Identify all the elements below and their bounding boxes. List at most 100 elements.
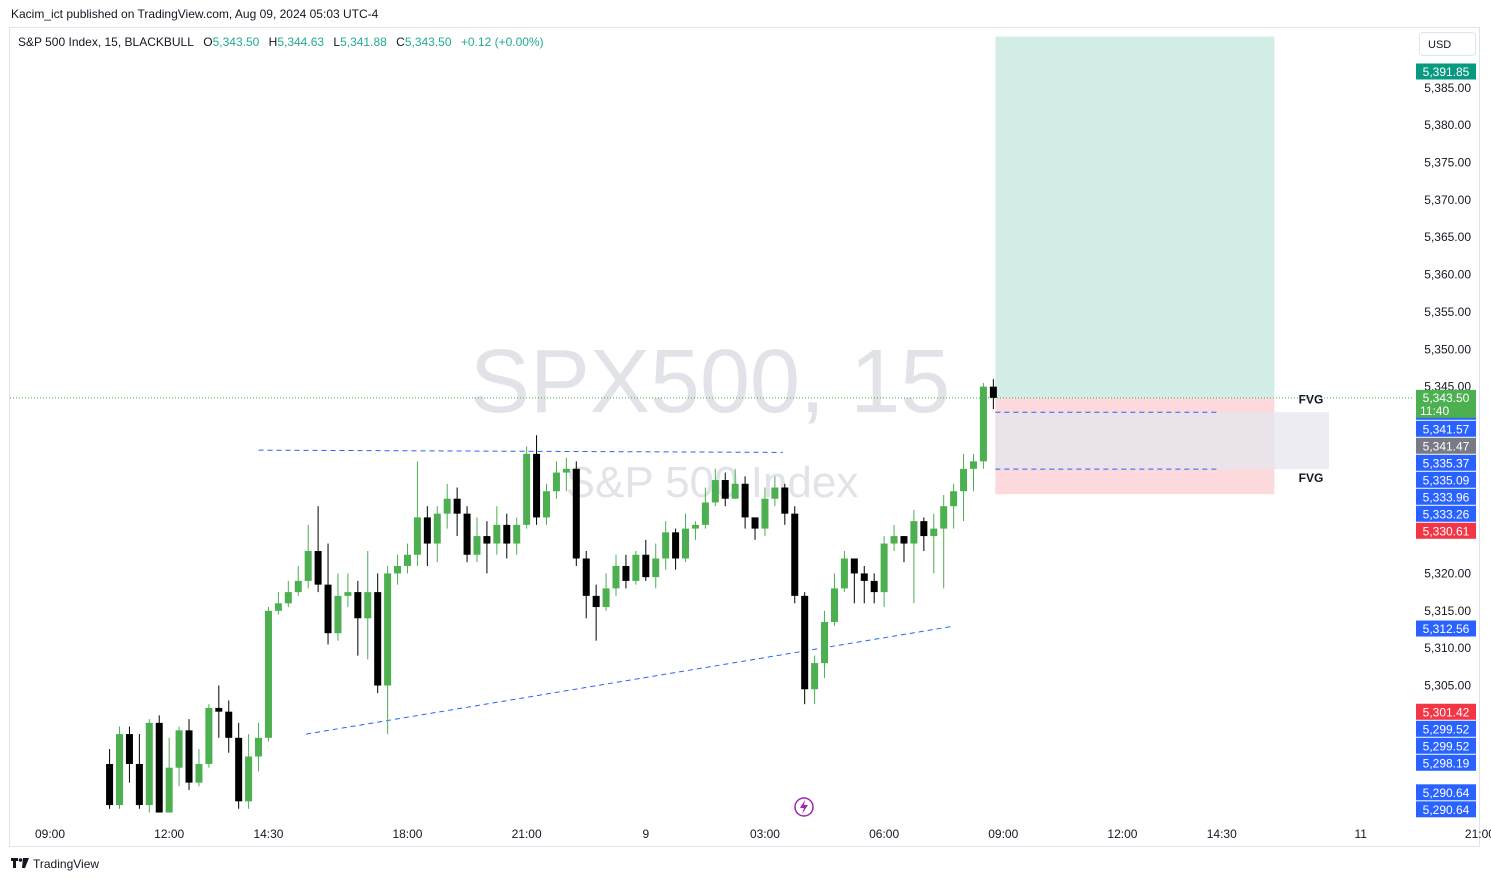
lightning-icon[interactable] — [794, 797, 814, 817]
price-label-bg-14 — [1416, 784, 1476, 801]
candle-body-73 — [830, 588, 838, 622]
candle-body-47 — [572, 468, 580, 559]
candle-body-21 — [314, 551, 322, 585]
candle-body-78 — [880, 543, 888, 593]
y-tick-8: 5,350.00 — [1424, 342, 1471, 356]
candle-body-83 — [930, 528, 938, 537]
candle-body-0 — [106, 763, 114, 806]
footer-brand[interactable]: TradingView — [11, 857, 99, 871]
candle-body-7 — [175, 730, 183, 768]
price-label-bg-7 — [1416, 505, 1476, 522]
currency-button[interactable]: USD — [1419, 32, 1476, 56]
price-label-bg-15 — [1416, 801, 1476, 818]
candle-body-14 — [245, 756, 253, 802]
price-label-3: 5,341.47 — [1423, 439, 1470, 453]
candle-body-16 — [264, 610, 272, 738]
price-label-bg-12 — [1416, 737, 1476, 754]
last-price-label-bg — [1416, 389, 1476, 418]
candle-body-66 — [761, 498, 769, 529]
fvg-zone — [995, 412, 1329, 470]
candle-body-34 — [443, 498, 451, 514]
candle-body-35 — [453, 498, 461, 514]
price-label-12: 5,299.52 — [1423, 739, 1470, 753]
price-label-bg-8 — [1416, 522, 1476, 539]
candle-body-28 — [384, 573, 392, 686]
x-tick-5: 9 — [642, 827, 649, 841]
x-tick-2: 14:30 — [253, 827, 283, 841]
legend-change: +0.12 (+0.00%) — [460, 35, 544, 49]
candle-body-76 — [860, 573, 868, 581]
y-tick-4: 5,370.00 — [1424, 193, 1471, 207]
candle-body-42 — [523, 453, 531, 525]
price-label-13: 5,298.19 — [1423, 756, 1470, 770]
candle-body-64 — [741, 483, 749, 518]
candle-body-40 — [503, 524, 511, 544]
legend-o-label: O — [203, 35, 213, 49]
price-label-6: 5,333.96 — [1423, 490, 1470, 504]
price-label-bg-11 — [1416, 720, 1476, 737]
candle-body-10 — [205, 707, 213, 764]
candle-body-25 — [354, 592, 362, 619]
price-label-10: 5,301.42 — [1423, 705, 1470, 719]
candle-body-9 — [195, 763, 203, 783]
candle-body-44 — [543, 491, 550, 518]
candle-body-57 — [672, 532, 680, 559]
legend-h-value: 5,344.63 — [277, 35, 325, 49]
candle-body-86 — [960, 468, 968, 492]
candle-body-71 — [811, 663, 819, 690]
candle-body-53 — [632, 554, 640, 581]
candle-body-12 — [225, 711, 233, 738]
countdown-label: 11:40 — [1420, 404, 1449, 418]
x-tick-12: 21:00 — [1465, 827, 1491, 841]
y-tick-13: 5,305.00 — [1424, 679, 1471, 693]
candle-body-55 — [652, 558, 660, 578]
candle-body-18 — [284, 592, 292, 604]
candle-body-5 — [155, 722, 163, 813]
legend-o-value: 5,343.50 — [212, 35, 260, 49]
x-tick-4: 21:00 — [512, 827, 542, 841]
candle-body-75 — [850, 558, 858, 574]
price-label-5: 5,335.09 — [1423, 473, 1470, 487]
trendline-0 — [258, 449, 783, 453]
candle-body-82 — [920, 521, 928, 537]
legend-symbol: S&P 500 Index, 15, BLACKBULL — [18, 35, 194, 49]
fvg-label-1: FVG — [1299, 471, 1324, 485]
x-tick-9: 12:00 — [1107, 827, 1137, 841]
price-label-bg-6 — [1416, 488, 1476, 505]
candle-body-63 — [731, 483, 739, 499]
candle-body-13 — [235, 737, 243, 802]
price-label-4: 5,335.37 — [1423, 456, 1470, 470]
y-tick-11: 5,315.00 — [1424, 604, 1471, 618]
candle-body-24 — [344, 592, 352, 596]
legend-l-label: L — [333, 35, 341, 49]
y-tick-12: 5,310.00 — [1424, 641, 1471, 655]
candle-body-15 — [255, 737, 263, 757]
candle-body-52 — [622, 565, 630, 581]
x-tick-8: 09:00 — [988, 827, 1018, 841]
candle-body-20 — [304, 551, 312, 581]
candle-body-65 — [751, 517, 759, 529]
candle-body-1 — [116, 734, 124, 806]
candle-body-85 — [950, 491, 958, 507]
candle-body-8 — [185, 730, 193, 783]
candle-body-43 — [533, 453, 541, 518]
price-label-7: 5,333.26 — [1423, 507, 1470, 521]
candle-body-48 — [582, 558, 590, 596]
candle-body-22 — [324, 584, 332, 634]
candle-body-87 — [969, 461, 977, 469]
candle-body-33 — [433, 513, 441, 544]
candle-body-56 — [662, 532, 670, 559]
legend-c-value: 5,343.50 — [404, 35, 452, 49]
price-label-bg-13 — [1416, 754, 1476, 771]
candle-body-39 — [493, 524, 501, 544]
fvg-label-0: FVG — [1299, 392, 1324, 406]
price-label-bg-9 — [1416, 620, 1476, 637]
candle-body-26 — [364, 592, 372, 619]
ohlc-legend: S&P 500 Index, 15, BLACKBULL O5,343.50 H… — [18, 35, 550, 49]
candle-body-79 — [890, 536, 898, 544]
candle-body-38 — [483, 536, 491, 544]
candle-body-74 — [840, 558, 848, 589]
candle-body-51 — [612, 565, 620, 589]
candle-body-19 — [294, 580, 302, 593]
